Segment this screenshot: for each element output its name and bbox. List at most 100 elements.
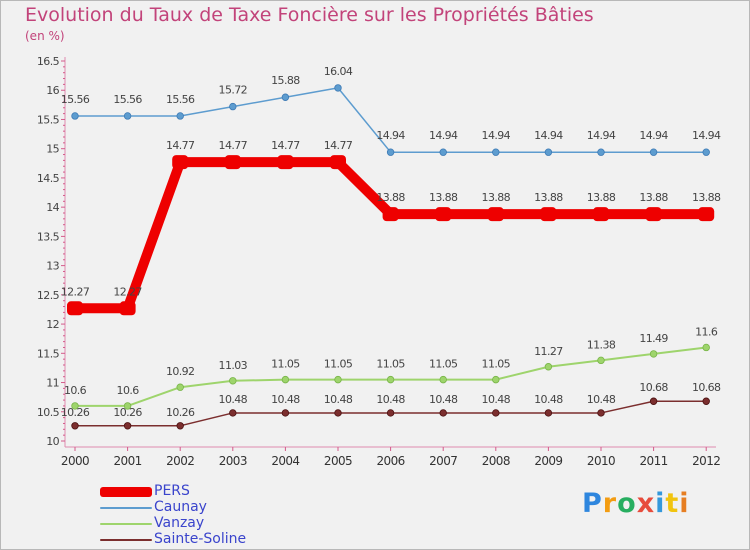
series-pers-marker	[330, 155, 346, 170]
series-caunay-marker	[176, 112, 184, 120]
series-sainte-soline-data-label: 10.26	[166, 406, 195, 419]
series-pers-data-label: 14.77	[166, 139, 195, 152]
logo-letter: o	[617, 488, 637, 519]
y-tick-label: 14.5	[37, 172, 60, 185]
series-sainte-soline-data-label: 10.68	[639, 381, 668, 394]
series-caunay-marker	[71, 112, 79, 120]
series-vanzay-marker	[649, 350, 658, 358]
y-tick-label: 12.5	[37, 289, 60, 302]
series-vanzay-data-label: 11.05	[324, 358, 353, 371]
series-vanzay-marker	[702, 343, 710, 352]
series-caunay-data-label: 16.04	[324, 65, 353, 78]
series-caunay-data-label: 15.88	[271, 74, 300, 87]
legend-swatch-pers	[100, 487, 152, 497]
x-tick-label: 2004	[271, 454, 299, 468]
y-tick-label: 10	[46, 435, 59, 448]
x-tick-label: 2010	[587, 454, 615, 468]
logo-letter: i	[679, 488, 690, 519]
series-caunay-data-label: 14.94	[482, 129, 511, 142]
series-caunay-marker	[649, 148, 658, 156]
x-tick-label: 2011	[640, 454, 668, 468]
series-vanzay-marker	[71, 402, 79, 410]
y-tick-label: 11	[46, 377, 59, 390]
logo-letter: P	[582, 488, 603, 519]
series-vanzay-data-label: 11.05	[271, 358, 300, 371]
y-tick-label: 11.5	[37, 347, 60, 360]
series-sainte-soline-data-label: 10.48	[271, 393, 300, 406]
legend-label-caunay: Caunay	[154, 499, 207, 515]
series-caunay-data-label: 14.94	[639, 129, 668, 142]
series-sainte-soline-marker	[597, 409, 605, 417]
series-pers-data-label: 14.77	[271, 139, 300, 152]
series-sainte-soline-data-label: 10.68	[692, 381, 721, 394]
series-vanzay-data-label: 11.05	[482, 358, 511, 371]
legend-swatch-caunay	[100, 507, 152, 509]
series-pers-marker	[67, 301, 83, 316]
series-sainte-soline-marker	[71, 422, 79, 430]
series-pers-data-label: 13.88	[376, 191, 405, 204]
series-vanzay-data-label: 11.05	[429, 358, 458, 371]
series-sainte-soline-marker	[702, 397, 710, 405]
series-sainte-soline-data-label: 10.26	[113, 406, 142, 419]
series-pers-data-label: 12.27	[113, 285, 142, 298]
series-pers-marker	[593, 207, 609, 222]
series-sainte-soline-data-label: 10.48	[219, 393, 248, 406]
series-pers-data-label: 13.88	[534, 191, 563, 204]
series-caunay-marker	[123, 112, 132, 120]
y-tick-label: 10.5	[37, 406, 60, 419]
y-tick-label: 15	[46, 143, 59, 156]
series-vanzay-marker	[439, 375, 447, 384]
series-vanzay-data-label: 11.38	[587, 338, 616, 351]
legend-swatch-vanzay	[100, 523, 152, 525]
chart-title: Evolution du Taux de Taxe Foncière sur l…	[25, 4, 594, 26]
series-caunay-marker	[281, 93, 290, 101]
legend-label-sainte-soline: Sainte-Soline	[154, 531, 247, 547]
x-tick-label: 2007	[429, 454, 457, 468]
y-axis-unit: (en %)	[25, 29, 65, 43]
series-caunay-marker	[439, 148, 447, 156]
series-pers-data-label: 13.88	[692, 191, 721, 204]
logo-letter: r	[602, 488, 618, 519]
x-tick-label: 2003	[219, 454, 247, 468]
series-vanzay-marker	[597, 356, 605, 365]
series-caunay-marker	[702, 148, 710, 156]
series-caunay-data-label: 14.94	[587, 129, 616, 142]
series-vanzay-data-label: 11.05	[376, 358, 405, 371]
series-sainte-soline-data-label: 10.48	[324, 393, 353, 406]
logo-letter: t	[665, 488, 680, 519]
series-sainte-soline-data-label: 10.48	[429, 393, 458, 406]
y-tick-label: 16.5	[37, 55, 60, 68]
series-pers-marker	[382, 207, 399, 222]
series-vanzay-marker	[229, 377, 237, 385]
series-vanzay-marker	[123, 402, 132, 410]
series-sainte-soline-marker	[176, 422, 184, 430]
series-sainte-soline-marker	[386, 409, 395, 417]
series-pers-marker	[172, 155, 189, 170]
series-sainte-soline-data-label: 10.26	[61, 406, 90, 419]
series-vanzay-data-label: 11.49	[639, 332, 668, 345]
series-pers-data-label: 13.88	[587, 191, 616, 204]
legend-label-pers: PERS	[154, 483, 190, 499]
series-sainte-soline-marker	[649, 397, 658, 405]
series-vanzay-data-label: 11.27	[534, 345, 563, 358]
logo-letter: x	[636, 488, 656, 519]
series-pers-marker	[487, 207, 504, 222]
series-sainte-soline-marker	[229, 409, 237, 417]
series-pers-data-label: 13.88	[639, 191, 668, 204]
series-pers-data-label: 14.77	[324, 139, 353, 152]
series-vanzay-marker	[334, 375, 342, 384]
x-tick-label: 2001	[114, 454, 142, 468]
y-tick-label: 12	[46, 318, 59, 331]
series-sainte-soline-marker	[281, 409, 290, 417]
series-vanzay-marker	[386, 375, 395, 384]
series-pers-marker	[224, 155, 241, 170]
series-pers-marker	[540, 207, 557, 222]
series-caunay-data-label: 15.56	[166, 93, 195, 106]
series-pers-data-label: 13.88	[482, 191, 511, 204]
logo-letter: i	[655, 488, 666, 519]
series-caunay-marker	[334, 84, 342, 92]
series-pers-marker	[645, 207, 662, 222]
series-caunay-marker	[597, 148, 605, 156]
series-vanzay-marker	[281, 375, 290, 384]
